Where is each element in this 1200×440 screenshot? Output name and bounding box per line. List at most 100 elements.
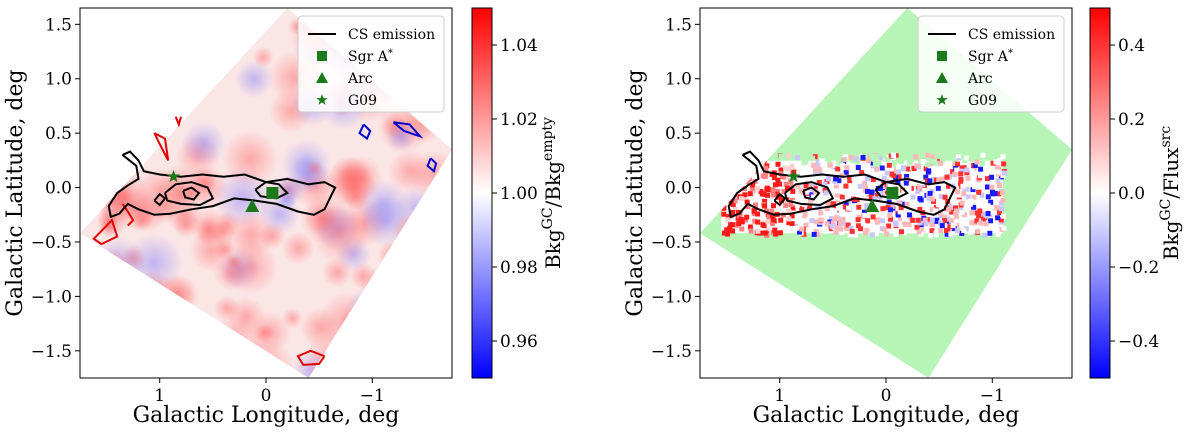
flux-cell — [842, 204, 848, 210]
flux-cell — [974, 159, 980, 165]
flux-cell — [971, 204, 977, 210]
flux-cell — [770, 187, 776, 193]
legend-triangle-icon — [936, 72, 948, 83]
flux-cell — [895, 212, 901, 218]
flux-cell — [992, 190, 998, 196]
flux-cell — [923, 221, 929, 227]
sgr-a-star-marker — [886, 187, 899, 199]
flux-cell — [725, 157, 731, 163]
flux-cell — [729, 173, 735, 179]
flux-cell — [938, 213, 944, 218]
flux-cell — [886, 223, 892, 229]
flux-cell — [938, 220, 944, 226]
colorbar-tick-label: 0.2 — [1118, 110, 1145, 130]
flux-cell — [763, 165, 769, 171]
flux-cell — [964, 186, 970, 192]
flux-cell — [730, 201, 736, 207]
flux-cell — [721, 176, 727, 181]
flux-cell — [901, 165, 907, 171]
flux-cell — [743, 217, 748, 223]
flux-cell — [847, 174, 852, 180]
flux-cell — [812, 182, 818, 188]
y-tick-label: −1.5 — [31, 342, 72, 362]
flux-cell — [777, 181, 783, 187]
flux-cell — [739, 219, 745, 225]
flux-cell — [948, 218, 954, 224]
flux-cell — [724, 227, 730, 233]
panel-background-ratio: 1 0 −1 1.5 1.0 0.5 0.0 −0.5 −1.0 −1.5 Galactic L… — [3, 7, 565, 428]
flux-cell — [884, 157, 890, 163]
flux-cell — [896, 174, 902, 179]
flux-cell — [817, 167, 823, 173]
flux-cell — [843, 183, 849, 189]
ratio-cell — [127, 8, 173, 43]
flux-cell — [732, 198, 738, 204]
flux-cell — [732, 185, 737, 191]
ratio-cell — [94, 247, 129, 283]
flux-cell — [917, 184, 923, 190]
flux-cell — [975, 228, 981, 234]
legend-entry-label: Sgr A* — [968, 48, 1013, 66]
flux-cell — [979, 160, 985, 166]
ratio-cell — [421, 343, 449, 371]
flux-cell — [827, 162, 833, 168]
flux-cell — [807, 197, 813, 203]
flux-cell — [763, 170, 769, 176]
flux-cell — [974, 210, 980, 216]
x-tick-label: 0 — [261, 386, 272, 406]
flux-cell — [765, 227, 771, 233]
flux-cell — [747, 191, 753, 197]
ratio-cell — [345, 286, 392, 333]
y-tick-label: 1.5 — [665, 15, 692, 35]
flux-cell — [904, 174, 910, 179]
flux-cell — [870, 228, 876, 234]
flux-cell — [950, 169, 956, 175]
flux-cell — [721, 230, 727, 236]
flux-cell — [923, 166, 929, 172]
flux-cell — [813, 229, 819, 235]
ratio-cell — [121, 342, 154, 375]
flux-cell — [748, 170, 754, 176]
flux-cell — [917, 196, 923, 202]
colorbar-tick-label: −0.4 — [1118, 332, 1159, 352]
flux-cell — [925, 162, 930, 168]
flux-cell — [782, 198, 788, 204]
flux-cell — [747, 165, 753, 171]
flux-cell — [732, 163, 738, 169]
flux-cell — [970, 187, 976, 193]
flux-cell — [760, 155, 766, 161]
flux-cell — [917, 206, 923, 212]
flux-cell — [1000, 197, 1006, 203]
flux-cell — [896, 169, 902, 175]
flux-cell — [875, 192, 880, 198]
flux-cell — [827, 219, 833, 225]
flux-cell — [735, 210, 741, 215]
flux-cell — [938, 228, 943, 234]
flux-cell — [805, 189, 811, 195]
colorbar-label-part: empty — [540, 117, 556, 161]
sgr-a-star-marker — [266, 187, 279, 199]
flux-cell — [862, 180, 867, 186]
flux-cell — [833, 176, 839, 182]
flux-cell — [886, 162, 892, 168]
flux-cell — [869, 232, 875, 238]
flux-cell — [750, 182, 756, 188]
flux-cell — [864, 204, 870, 210]
flux-cell — [798, 188, 804, 194]
flux-cell — [987, 230, 993, 236]
legend-entry-label: CS emission — [348, 27, 435, 43]
flux-cell — [818, 217, 824, 223]
flux-cell — [760, 222, 766, 228]
flux-cell — [832, 179, 838, 184]
flux-cell — [811, 231, 817, 237]
flux-cell — [755, 228, 761, 234]
flux-cell — [874, 228, 880, 234]
flux-cell — [810, 155, 816, 161]
flux-cell — [772, 227, 778, 233]
flux-cell — [860, 154, 866, 160]
flux-cell — [972, 184, 977, 190]
ratio-cell — [432, 284, 452, 320]
flux-cell — [851, 175, 857, 181]
flux-cell — [963, 155, 969, 161]
flux-cell — [961, 191, 967, 197]
